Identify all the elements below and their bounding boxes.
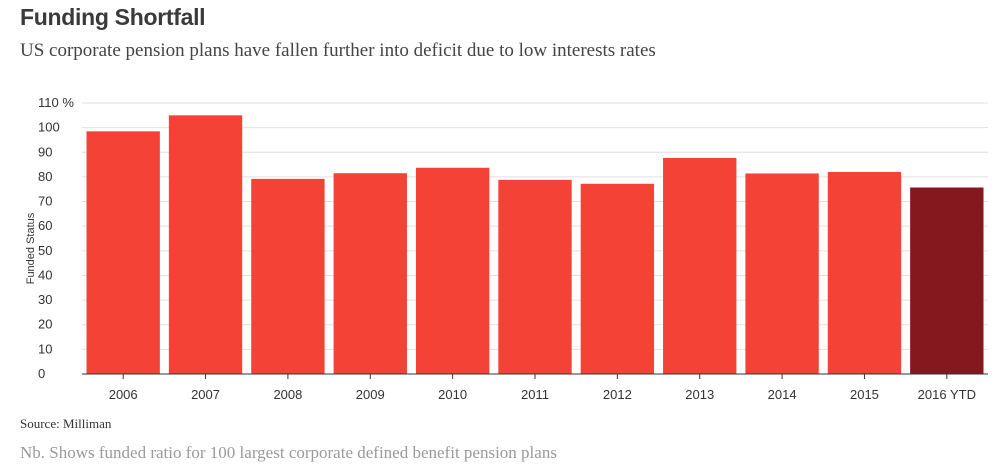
y-axis-ticks: 0 10 20 30 40 50 60 70 80 90 100 110 %: [38, 95, 74, 381]
y-axis-title: Funded Status: [25, 212, 37, 284]
y-tick-label: 20: [38, 317, 52, 332]
bar-2010: [415, 167, 490, 374]
bar-2009: [333, 173, 407, 374]
source-note: Source: Milliman: [20, 416, 112, 431]
bar-2006: [86, 131, 160, 374]
x-tick-label: 2013: [685, 387, 714, 402]
x-tick-label: 2007: [191, 387, 220, 402]
y-tick-label: 70: [38, 194, 52, 209]
x-tick-label: 2010: [438, 387, 467, 402]
y-tick-label: 60: [38, 218, 52, 233]
footnote: Nb. Shows funded ratio for 100 largest c…: [20, 443, 557, 462]
y-tick-label: 0: [38, 366, 45, 381]
y-tick-label: 100: [38, 120, 60, 135]
x-tick-label: 2014: [768, 387, 797, 402]
y-tick-label: 30: [38, 292, 52, 307]
bar-2014: [745, 173, 819, 374]
x-tick-label: 2016 YTD: [918, 387, 976, 402]
bar-2016-ytd: [910, 187, 984, 374]
y-tick-label: 10: [38, 341, 52, 356]
bar-2013: [663, 157, 737, 374]
x-tick-label: 2008: [273, 387, 302, 402]
y-tick-label: 110 %: [38, 95, 74, 110]
y-tick-label: 40: [38, 267, 52, 282]
bar-2008: [251, 178, 325, 374]
chart-subtitle: US corporate pension plans have fallen f…: [20, 40, 656, 61]
bars: [86, 115, 984, 375]
x-axis-ticks: 2006 2007 2008 2009 2010 2011 2012 2013 2014 2015…: [109, 374, 976, 402]
bar-2015: [827, 171, 902, 374]
chart-title: Funding Shortfall: [20, 4, 206, 30]
x-tick-label: 2011: [521, 387, 549, 402]
bar-2007: [168, 115, 243, 375]
y-tick-label: 50: [38, 243, 52, 258]
bar-2012: [580, 183, 655, 374]
x-tick-label: 2009: [356, 387, 385, 402]
x-tick-label: 2006: [109, 387, 138, 402]
y-tick-label: 80: [38, 169, 52, 184]
bar-2011: [498, 179, 572, 374]
bar-chart: 0 10 20 30 40 50 60 70 80 90 100 110 % 2006 2007 2008…: [25, 95, 988, 402]
y-tick-label: 90: [38, 144, 52, 159]
x-tick-label: 2012: [603, 387, 632, 402]
x-tick-label: 2015: [850, 387, 879, 402]
